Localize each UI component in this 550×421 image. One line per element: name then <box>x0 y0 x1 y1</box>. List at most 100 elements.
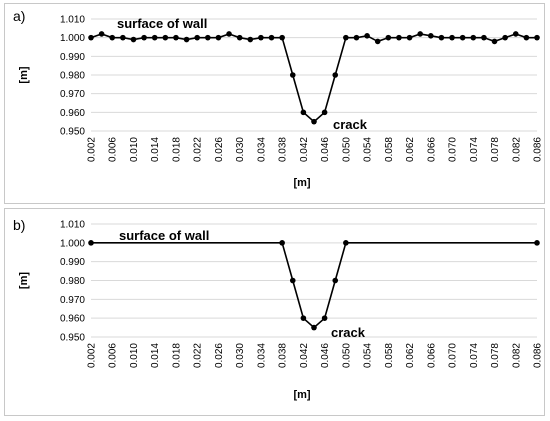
data-point <box>428 33 434 39</box>
x-tick-label: 0.034 <box>256 343 267 368</box>
x-tick-label: 0.006 <box>108 343 119 368</box>
data-point <box>183 36 190 43</box>
data-point <box>459 34 466 41</box>
data-point <box>258 34 264 41</box>
data-point <box>205 34 211 41</box>
x-tick-label: 0.026 <box>214 137 225 162</box>
series-line <box>91 242 537 329</box>
data-point <box>438 34 445 41</box>
data-point <box>343 34 349 41</box>
data-point <box>194 34 200 41</box>
data-point <box>417 31 423 37</box>
x-tick-label: 0.010 <box>129 137 140 162</box>
data-point <box>396 34 402 41</box>
y-tick-label: 1.000 <box>60 33 85 44</box>
data-point <box>374 38 381 45</box>
x-tick-label: 0.086 <box>533 343 544 368</box>
x-tick-label: 0.082 <box>511 343 522 368</box>
x-tick-label: 0.074 <box>469 137 480 162</box>
data-point <box>130 36 137 43</box>
data-point <box>279 34 285 41</box>
chart-b-svg: 0.950 0.960 0.970 0.980 0.990 1.000 1.010 0.002… <box>13 217 544 401</box>
data-point <box>98 31 105 37</box>
x-tick-label: 0.022 <box>193 343 204 368</box>
data-point <box>151 34 158 41</box>
panel-label: a) <box>13 8 25 24</box>
data-point <box>534 240 540 246</box>
data-point <box>173 34 179 41</box>
x-tick-label: 0.018 <box>171 343 182 368</box>
y-tick-label: 0.970 <box>60 295 85 306</box>
data-point <box>162 34 169 41</box>
data-point <box>236 34 243 41</box>
x-axis-label: [m] <box>293 177 310 189</box>
data-point <box>215 34 222 41</box>
data-point <box>88 240 94 246</box>
data-point <box>332 72 339 78</box>
x-tick-label: 0.082 <box>511 137 522 162</box>
annotation-surface-of-wall: surface of wall <box>119 228 209 243</box>
x-tick-label: 0.018 <box>171 137 182 162</box>
data-point <box>512 31 519 37</box>
data-point <box>523 34 530 41</box>
x-tick-label: 0.086 <box>533 137 544 162</box>
y-tick-label: 1.000 <box>60 238 85 249</box>
y-tick-label: 0.990 <box>60 52 85 63</box>
x-tick-label: 0.014 <box>150 343 161 368</box>
data-point <box>332 277 339 284</box>
data-point <box>289 277 296 284</box>
x-tick-label: 0.070 <box>448 137 459 162</box>
data-point <box>449 34 455 41</box>
chart-panel-b: 0.950 0.960 0.970 0.980 0.990 1.000 1.010 0.002… <box>4 208 545 416</box>
x-tick-label: 0.010 <box>129 343 140 368</box>
data-point <box>534 34 540 41</box>
y-tick-label: 0.970 <box>60 89 85 100</box>
y-tick-label: 0.990 <box>60 257 85 268</box>
data-point <box>481 34 487 41</box>
x-tick-label: 0.030 <box>235 137 246 162</box>
x-tick-label: 0.038 <box>278 343 289 368</box>
data-point <box>321 109 328 116</box>
x-tick-label: 0.054 <box>363 137 374 162</box>
y-axis-label: [m] <box>18 66 30 83</box>
x-tick-label: 0.074 <box>469 343 480 368</box>
data-point <box>300 315 307 321</box>
y-tick-label: 0.950 <box>60 333 85 344</box>
data-point <box>226 31 232 37</box>
x-tick-label: 0.066 <box>426 343 437 368</box>
y-tick-label: 0.960 <box>60 108 85 119</box>
x-tick-label: 0.070 <box>448 343 459 368</box>
data-point <box>109 34 116 41</box>
panel-label: b) <box>13 217 25 233</box>
x-tick-label: 0.022 <box>193 137 204 162</box>
y-tick-label: 0.960 <box>60 314 85 325</box>
series-line <box>90 33 537 123</box>
data-point <box>141 34 147 41</box>
data-point <box>120 34 126 41</box>
x-tick-label: 0.042 <box>299 343 310 368</box>
x-tick-label: 0.002 <box>87 137 98 162</box>
y-tick-label: 1.010 <box>60 220 85 231</box>
x-axis-label: [m] <box>293 389 310 401</box>
x-tick-label: 0.078 <box>490 343 501 368</box>
x-tick-label: 0.050 <box>341 137 352 162</box>
data-point <box>470 34 477 41</box>
data-point <box>279 240 285 246</box>
data-point <box>353 34 360 41</box>
data-point <box>247 36 254 43</box>
x-tick-label: 0.006 <box>108 137 119 162</box>
data-point <box>321 315 328 321</box>
x-tick-label: 0.026 <box>214 343 225 368</box>
y-tick-label: 1.010 <box>60 15 85 26</box>
x-tick-label: 0.058 <box>384 343 395 368</box>
data-point <box>311 324 317 331</box>
x-tick-label: 0.078 <box>490 137 501 162</box>
y-tick-label: 0.980 <box>60 276 85 287</box>
x-tick-label: 0.014 <box>150 137 161 162</box>
data-point <box>88 34 94 41</box>
y-tick-label: 0.980 <box>60 71 85 82</box>
x-tick-label: 0.062 <box>405 343 416 368</box>
x-tick-label: 0.002 <box>87 343 98 368</box>
x-tick-label: 0.058 <box>384 137 395 162</box>
data-point <box>385 34 392 41</box>
